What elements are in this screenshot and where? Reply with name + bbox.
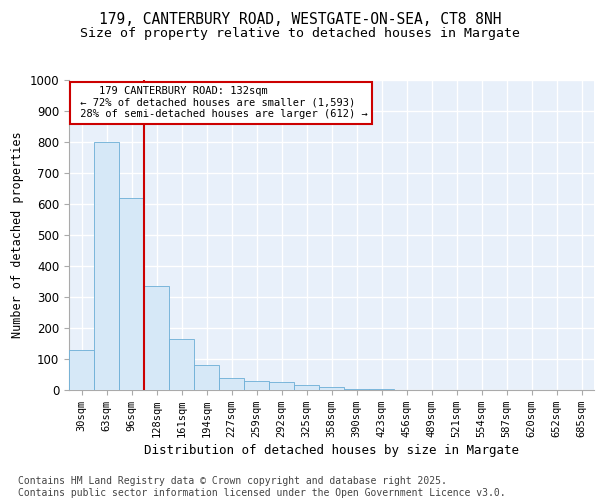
Bar: [269, 382, 294, 390]
Y-axis label: Number of detached properties: Number of detached properties: [11, 132, 24, 338]
Bar: [69, 350, 94, 390]
Bar: [144, 286, 169, 390]
Bar: [94, 142, 119, 390]
Bar: [194, 365, 219, 390]
Bar: [169, 339, 194, 390]
Text: 179, CANTERBURY ROAD, WESTGATE-ON-SEA, CT8 8NH: 179, CANTERBURY ROAD, WESTGATE-ON-SEA, C…: [99, 12, 501, 26]
X-axis label: Distribution of detached houses by size in Margate: Distribution of detached houses by size …: [144, 444, 519, 457]
Bar: [294, 386, 319, 390]
Text: Contains HM Land Registry data © Crown copyright and database right 2025.
Contai: Contains HM Land Registry data © Crown c…: [18, 476, 506, 498]
Bar: [119, 198, 144, 390]
Bar: [244, 380, 269, 390]
Bar: [219, 378, 244, 390]
Text: Size of property relative to detached houses in Margate: Size of property relative to detached ho…: [80, 26, 520, 40]
Bar: [319, 387, 344, 390]
Text: 179 CANTERBURY ROAD: 132sqm
 ← 72% of detached houses are smaller (1,593)
 28% o: 179 CANTERBURY ROAD: 132sqm ← 72% of det…: [74, 86, 368, 120]
